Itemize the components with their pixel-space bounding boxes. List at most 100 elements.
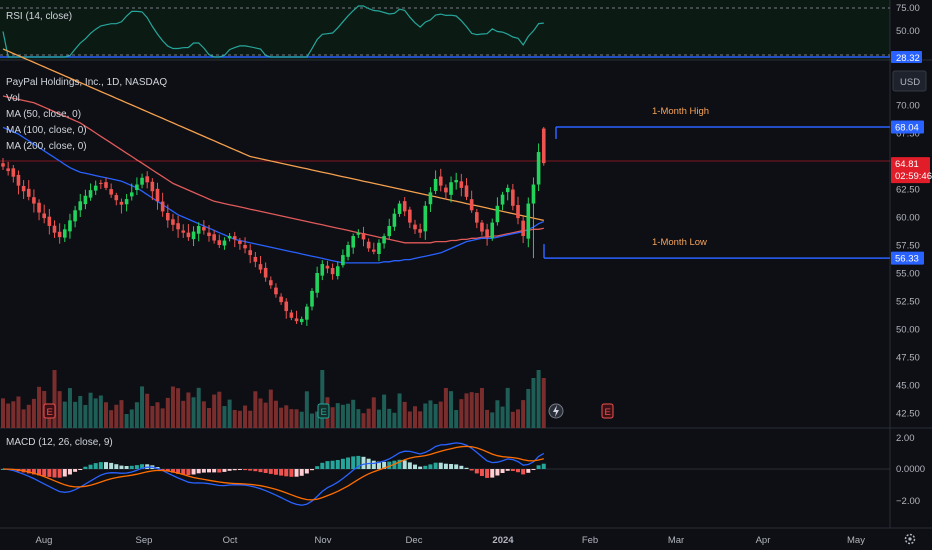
candle-body: [145, 176, 149, 183]
time-axis[interactable]: [0, 528, 932, 550]
volume-bar: [330, 407, 335, 428]
current-price-tag: [891, 157, 930, 184]
candle-body: [516, 205, 520, 219]
price-tick-label: 60.00: [896, 213, 920, 224]
settings-gear-icon[interactable]: [904, 533, 916, 545]
macd-signal-line: [2, 445, 544, 501]
volume-bar: [356, 409, 361, 428]
candle-body: [541, 128, 546, 164]
volume-bar: [449, 391, 454, 428]
volume-bar: [6, 403, 11, 428]
volume-bar: [88, 392, 93, 428]
high-price-value: 68.04: [895, 122, 919, 133]
earnings-marker-aug[interactable]: E: [43, 403, 56, 419]
macd-histogram-bar: [263, 469, 268, 473]
candle-body: [129, 192, 134, 197]
candle-body: [346, 245, 350, 257]
volume-bar: [191, 397, 196, 428]
candle-body: [253, 256, 258, 262]
macd-histogram-bar: [469, 469, 474, 471]
currency-label[interactable]: USD: [900, 77, 920, 88]
macd-histogram-bar: [212, 469, 217, 473]
ma100-legend[interactable]: MA (100, close, 0): [6, 125, 87, 136]
candle-body: [140, 177, 144, 185]
macd-histogram-bar: [351, 456, 356, 469]
volume-bar: [248, 410, 253, 428]
candle-body: [135, 184, 139, 191]
vol-legend[interactable]: Vol: [6, 93, 20, 104]
volume-bar: [109, 410, 114, 428]
news-flash-icon[interactable]: [548, 403, 564, 419]
macd-histogram-bar: [93, 463, 98, 469]
macd-histogram-bar: [42, 469, 47, 477]
macd-histogram-bar: [536, 465, 541, 469]
macd-histogram-bar: [310, 469, 314, 471]
candle-body: [6, 168, 10, 172]
volume-bar: [140, 386, 145, 428]
candle-body: [480, 222, 484, 232]
price-tick-label: 62.50: [896, 185, 920, 196]
candle-body: [397, 203, 402, 214]
macd-legend[interactable]: MACD (12, 26, close, 9): [6, 437, 113, 448]
macd-tick-neg2: −2.00: [896, 496, 920, 507]
bar-countdown: 02:59:46: [895, 171, 932, 182]
candle-body: [238, 240, 242, 244]
svg-text:E: E: [47, 407, 53, 418]
candle-body: [310, 290, 314, 307]
earnings-marker-nov[interactable]: E: [317, 403, 330, 419]
candle-body: [181, 230, 186, 233]
candle-body: [47, 216, 52, 226]
macd-histogram-bar: [83, 466, 88, 469]
candle-body: [444, 187, 448, 193]
volume-bars: [1, 370, 546, 428]
ma100-line: [2, 95, 544, 244]
candle-body: [428, 192, 433, 205]
volume-bar: [119, 400, 124, 428]
volume-bar: [37, 386, 42, 428]
volume-bar: [469, 392, 474, 428]
ma200-legend[interactable]: MA (200, close, 0): [6, 141, 87, 152]
price-axis-bg[interactable]: [890, 0, 932, 550]
volume-bar: [176, 388, 181, 428]
time-axis-label: Oct: [223, 535, 238, 546]
candle-body: [392, 213, 397, 227]
macd-histogram-bar: [88, 464, 93, 469]
volume-bar: [289, 409, 294, 428]
macd-histogram-bar: [62, 469, 67, 477]
volume-bar: [273, 400, 278, 428]
price-axis[interactable]: 70.00 67.50 62.50 60.00 57.50 55.00 52.50 50.00…: [896, 101, 920, 420]
candle-body: [279, 296, 283, 303]
candle-body: [99, 182, 103, 184]
macd-histogram-bar: [325, 461, 330, 469]
volume-bar: [310, 413, 314, 428]
macd-histogram-bar: [57, 469, 62, 478]
macd-histogram-bar: [26, 469, 31, 474]
candle-body: [521, 220, 525, 237]
rsi-legend[interactable]: RSI (14, close): [6, 11, 72, 22]
candle-body: [449, 182, 453, 195]
volume-bar: [516, 409, 520, 428]
candle-body: [263, 267, 268, 278]
volume-bar: [67, 388, 72, 428]
volume-bar: [227, 399, 232, 428]
candle-body: [475, 212, 479, 223]
macd-histogram-bar: [104, 462, 108, 469]
volume-bar: [279, 407, 284, 428]
price-tick-label: 45.00: [896, 381, 920, 392]
symbol-title[interactable]: PayPal Holdings, Inc., 1D, NASDAQ: [6, 77, 167, 88]
volume-bar: [253, 391, 258, 428]
ma50-legend[interactable]: MA (50, close, 0): [6, 109, 81, 120]
currency-box[interactable]: [892, 70, 927, 92]
volume-bar: [186, 392, 191, 428]
earnings-marker-feb[interactable]: E: [601, 403, 614, 419]
macd-histogram-bar: [505, 469, 510, 471]
candle-body: [402, 201, 407, 212]
macd-histogram-bar: [340, 458, 345, 469]
macd-histogram-bar: [134, 465, 139, 469]
macd-histogram-bar: [67, 469, 72, 475]
macd-histogram-bar: [73, 469, 78, 472]
volume-bar: [52, 370, 57, 428]
macd-histogram-bar: [294, 469, 299, 477]
volume-bar: [11, 401, 16, 428]
